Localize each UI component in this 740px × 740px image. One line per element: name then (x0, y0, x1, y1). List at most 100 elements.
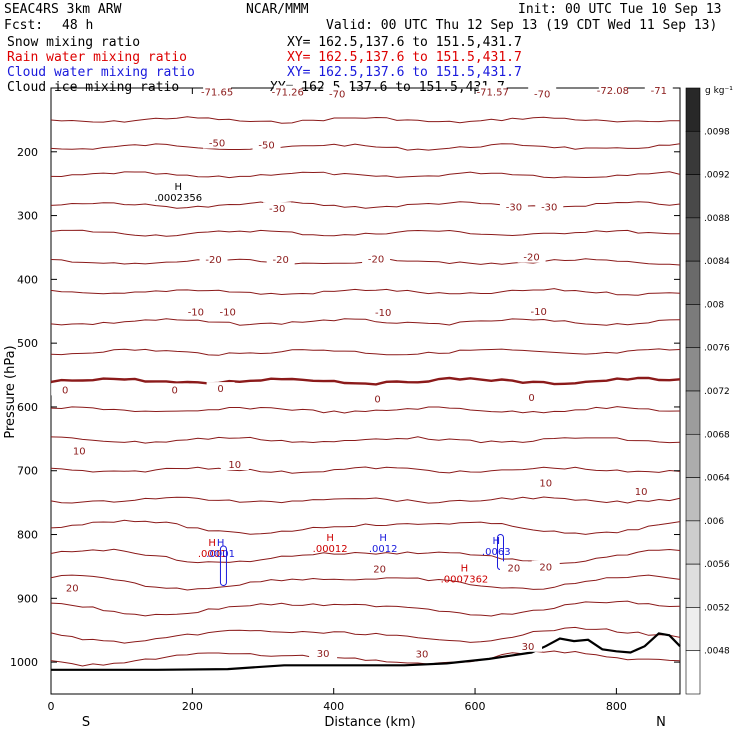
colorbar-bin (685, 650, 701, 695)
colorbar-bin (685, 87, 701, 132)
forecast-hours: 48 h (62, 18, 94, 33)
colorbar-bin (685, 304, 701, 349)
colorbar-label: .0048 (704, 647, 730, 657)
x-tick-labels: 0 200 400 600 800 (48, 88, 627, 713)
isotherm-label: 30 (522, 642, 535, 653)
label-knockout (517, 391, 546, 404)
label-knockout (252, 138, 281, 151)
isotherm-label: 30 (317, 649, 330, 660)
isotherm-line (50, 318, 681, 326)
label-knockout (181, 305, 210, 318)
isotherm-label: 20 (508, 563, 521, 574)
isotherm-label: 10 (228, 460, 241, 471)
label-knockout (598, 84, 627, 97)
isotherm-line (50, 143, 681, 151)
colorbar-bin (685, 477, 701, 522)
label-knockout (199, 253, 228, 266)
label-knockout (499, 200, 528, 213)
colorbar-label: .0064 (704, 474, 730, 484)
extremum-value: .0001 (206, 549, 235, 560)
extremum-value: .0063 (482, 547, 511, 558)
isotherm-label: -72.08 (597, 86, 629, 97)
isotherm-line (50, 201, 681, 209)
field-snow-xy: XY= 162.5,137.6 to 151.5,431.7 (287, 35, 522, 50)
label-knockout (273, 85, 302, 98)
field-cloudwater-name: Cloud water mixing ratio (7, 65, 195, 80)
x-tick-label: 600 (465, 700, 486, 713)
y-tick-label: 600 (17, 401, 38, 414)
colorbar-label: .0068 (704, 430, 730, 440)
model-title: SEAC4RS 3km ARW (4, 2, 122, 17)
isotherm-line (50, 574, 681, 591)
isotherm-label: -30 (541, 202, 557, 213)
isotherm-line (50, 229, 680, 237)
label-knockout (65, 444, 94, 457)
isotherm-label: -10 (375, 308, 391, 319)
colorbar-bin (685, 217, 701, 262)
center-title: NCAR/MMM (246, 2, 309, 17)
isotherm-label: -70 (534, 89, 550, 100)
x-tick-label: 800 (606, 700, 627, 713)
colorbar-label: .008 (704, 300, 724, 310)
extremum-value: .0007362 (441, 575, 489, 586)
colorbar-label: .0052 (704, 603, 730, 613)
label-knockout (206, 382, 235, 395)
isotherm-label: -10 (220, 308, 236, 319)
colorbar-label: .0098 (704, 127, 730, 137)
isotherm-line (50, 436, 681, 444)
label-knockout (213, 305, 242, 318)
label-knockout (160, 383, 189, 396)
isotherm-line (50, 288, 681, 296)
isotherm-label: -10 (188, 308, 204, 319)
y-tick-label: 700 (17, 465, 38, 478)
colorbar-bin (685, 563, 701, 608)
x-end-north: N (656, 715, 666, 730)
extremum-value: .0001 (198, 549, 227, 560)
forecast-label: Fcst: (4, 18, 44, 33)
isotherm-line (50, 519, 681, 535)
y-tick-label: 1000 (10, 656, 38, 669)
field-rain-name: Rain water mixing ratio (7, 50, 188, 65)
colorbar-label: .0056 (704, 560, 730, 570)
isotherm-line (50, 466, 681, 474)
label-knockout (363, 392, 392, 405)
colorbar-bin (685, 433, 701, 478)
label-knockout (499, 561, 528, 574)
colorbar-label: .006 (704, 517, 724, 527)
colorbar-bin (685, 607, 701, 652)
x-axis-title: Distance (km) (324, 715, 415, 730)
isotherm-label: -20 (205, 255, 221, 266)
isotherm-label: 30 (416, 649, 429, 660)
label-knockout (203, 85, 232, 98)
extremum-marker: H (379, 533, 387, 544)
label-knockout (524, 304, 553, 317)
extremum-value: .00012 (313, 544, 348, 555)
y-tick-label: 800 (17, 529, 38, 542)
colorbar: .0098 .0092 .0088 .0084 .008 .0076 .0072 .0068.… (685, 87, 730, 695)
colorbar-label: .0088 (704, 214, 730, 224)
isotherm-label: -10 (530, 307, 546, 318)
isotherm-line (50, 626, 681, 644)
extremum-marker: H (208, 538, 216, 549)
isotherm-label: -20 (273, 255, 289, 266)
x-tick-label: 400 (323, 700, 344, 713)
x-end-south: S (82, 715, 90, 730)
isotherm-label: 10 (539, 478, 552, 489)
y-tick-label: 200 (17, 146, 38, 159)
label-knockout (369, 306, 398, 319)
isotherm-label: -71.26 (272, 87, 304, 98)
colorbar-bin (685, 260, 701, 305)
isotherm-lines (50, 116, 681, 667)
cloud-water-contour (219, 545, 227, 587)
isotherm-label: -20 (523, 253, 539, 264)
label-knockout (517, 250, 546, 263)
label-knockout (365, 562, 394, 575)
label-knockout (58, 581, 87, 594)
isotherm-label: 20 (539, 563, 552, 574)
isotherm-label: -30 (269, 204, 285, 215)
isotherm-label: 10 (73, 447, 86, 458)
isotherm-label: 0 (62, 385, 68, 396)
